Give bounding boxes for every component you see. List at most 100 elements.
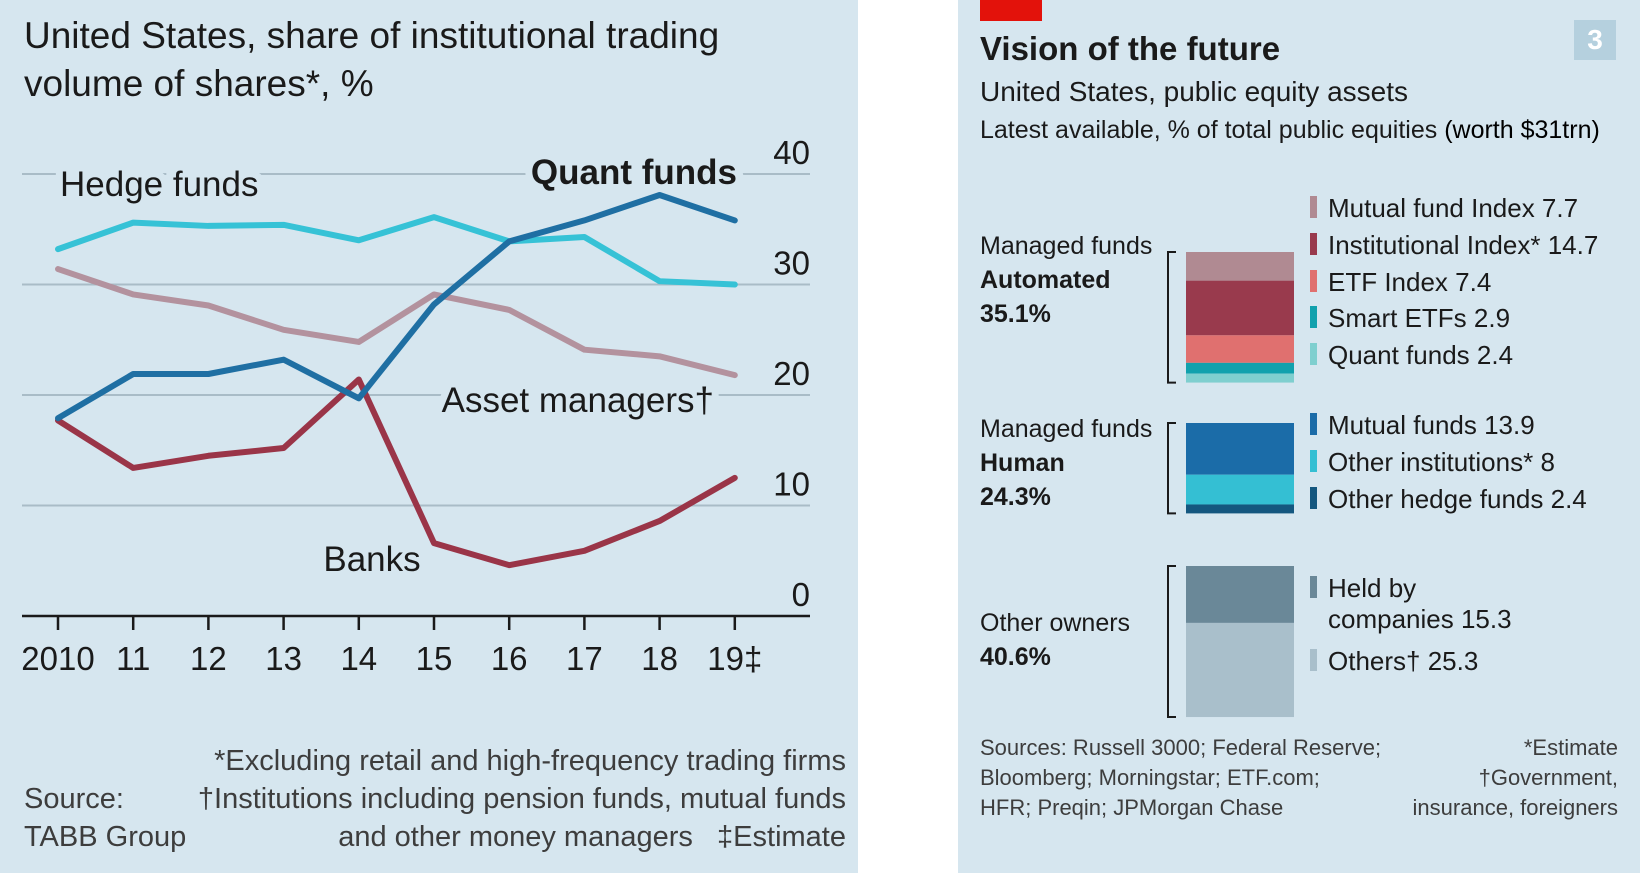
sources-line-3: HFR; Preqin; JPMorgan Chase — [980, 795, 1284, 820]
x-tick-label: 11 — [116, 640, 150, 677]
x-tick-label: 18 — [641, 640, 678, 677]
group-total: 35.1% — [980, 300, 1051, 328]
legend-swatch — [1310, 196, 1317, 218]
legend-label: Held by — [1328, 573, 1416, 603]
legend-label: ETF Index 7.4 — [1328, 267, 1491, 297]
legend-swatch — [1310, 487, 1317, 509]
legend-label: companies 15.3 — [1328, 604, 1512, 634]
note-2: †Government, — [1478, 765, 1618, 790]
y-tick-label: 30 — [773, 245, 810, 282]
legend-value: 14.7 — [1548, 230, 1599, 260]
group-total: 24.3% — [980, 483, 1051, 511]
group-name: Managed funds — [980, 232, 1152, 260]
bar-segment — [1186, 423, 1294, 475]
footnote-3: and other money managers — [338, 821, 693, 853]
x-tick-label: 16 — [491, 640, 528, 677]
x-tick-label: 14 — [340, 640, 377, 677]
left-title-text: United States, share of institutional tr… — [24, 15, 720, 104]
group-name: Other owners — [980, 609, 1130, 637]
right-chart-subtitle: United States, public equity assets — [980, 76, 1409, 107]
footnote-4: ‡Estimate — [717, 821, 846, 853]
sources-line-1: Sources: Russell 3000; Federal Reserve; — [980, 735, 1382, 760]
series-label: Hedge funds — [60, 165, 258, 204]
stacked-bar-chart: Managed funds Automated 35.1% Mutual fund I… — [980, 193, 1598, 719]
legend-swatch — [1310, 649, 1317, 671]
legend-label: Others† 25.3 — [1328, 646, 1478, 676]
legend-swatch — [1310, 233, 1317, 255]
legend-swatch — [1310, 450, 1317, 472]
bar-segment — [1186, 504, 1294, 514]
legend-label: Other hedge funds 2.4 — [1328, 484, 1587, 514]
legend-value: 15.3 — [1461, 604, 1512, 634]
x-tick-label: 13 — [265, 640, 302, 677]
group-bracket — [1167, 422, 1176, 515]
legend-value: 2.9 — [1474, 303, 1510, 333]
bar-segment — [1186, 362, 1294, 374]
footnote-1: *Excluding retail and high-frequency tra… — [214, 745, 846, 777]
bar-segment — [1186, 622, 1294, 718]
group-subname: Human — [980, 449, 1065, 477]
legend-value: 8 — [1540, 447, 1554, 477]
legend-swatch — [1310, 343, 1317, 365]
bar-segment — [1186, 280, 1294, 336]
legend-value: 25.3 — [1428, 646, 1479, 676]
footnote-3-row: and other money managers ‡Estimate — [198, 818, 846, 856]
right-chart-panel: 3 Vision of the future United States, pu… — [958, 0, 1640, 873]
footnote-2: †Institutions including pension funds, m… — [197, 783, 846, 815]
left-source: Source: TABB Group — [24, 780, 186, 856]
sources-line-2: Bloomberg; Morningstar; ETF.com; — [980, 765, 1320, 790]
left-chart-title-line1: United States, share of institutional tr… — [24, 12, 744, 108]
series-label: Banks — [323, 540, 420, 579]
legend-label: Mutual funds 13.9 — [1328, 410, 1535, 440]
x-tick-label: 12 — [190, 640, 227, 677]
y-tick-label: 40 — [773, 134, 810, 171]
unit-text: Latest available, % of total public equi… — [980, 116, 1445, 144]
series-line-quant-funds — [55, 191, 738, 422]
legend-label: Institutional Index* 14.7 — [1328, 230, 1598, 260]
bar-segment — [1186, 373, 1294, 383]
series-line-hedge-funds — [55, 214, 738, 288]
legend-value: 2.4 — [1551, 484, 1587, 514]
legend-swatch — [1310, 270, 1317, 292]
left-footnotes: *Excluding retail and high-frequency tra… — [198, 742, 846, 856]
bar-segment — [1186, 252, 1294, 281]
legend-value: 7.7 — [1542, 193, 1578, 223]
legend-label: Mutual fund Index 7.7 — [1328, 193, 1578, 223]
x-tick-label: 19‡ — [707, 640, 762, 677]
x-tick-label: 15 — [416, 640, 453, 677]
y-tick-label: 0 — [792, 576, 810, 613]
bar-segment — [1186, 474, 1294, 505]
source-name: TABB Group — [24, 821, 187, 853]
y-tick-label: 10 — [773, 466, 810, 503]
left-chart-panel: United States, share of institutional tr… — [0, 0, 858, 873]
source-label: Source: — [24, 783, 124, 815]
group-name: Managed funds — [980, 415, 1152, 443]
series-line-banks — [55, 376, 738, 569]
series-label: Asset managers† — [442, 381, 714, 420]
right-sources: Sources: Russell 3000; Federal Reserve; … — [980, 733, 1381, 823]
series-line-asset-managers- — [55, 266, 738, 379]
legend-value: 2.4 — [1477, 340, 1513, 370]
line-chart: 0 10 20 30 40 Hedge funds Quant funds Asset ma… — [21, 134, 810, 677]
legend-swatch — [1310, 306, 1317, 328]
group-bracket — [1167, 251, 1176, 384]
group-bracket — [1167, 565, 1176, 719]
note-1: *Estimate — [1523, 735, 1618, 760]
y-tick-label: 20 — [773, 355, 810, 392]
right-notes: *Estimate †Government, insurance, foreig… — [1413, 733, 1618, 823]
legend-label: Quant funds 2.4 — [1328, 340, 1513, 370]
x-tick-label: 2010 — [21, 640, 94, 677]
bar-segment — [1186, 335, 1294, 363]
right-chart-title: Vision of the future — [980, 30, 1281, 67]
accent-tag — [980, 0, 1042, 21]
legend-label: Smart ETFs 2.9 — [1328, 303, 1510, 333]
legend-swatch — [1310, 413, 1317, 435]
unit-total: (worth $31trn) — [1444, 116, 1600, 144]
group-subname: Automated — [980, 266, 1111, 294]
x-tick-label: 17 — [566, 640, 603, 677]
right-chart-unit: Latest available, % of total public equi… — [980, 116, 1600, 145]
legend-label: Other institutions* 8 — [1328, 447, 1555, 477]
note-3: insurance, foreigners — [1412, 795, 1618, 820]
series-label: Quant funds — [531, 153, 737, 192]
legend-swatch — [1310, 576, 1317, 598]
